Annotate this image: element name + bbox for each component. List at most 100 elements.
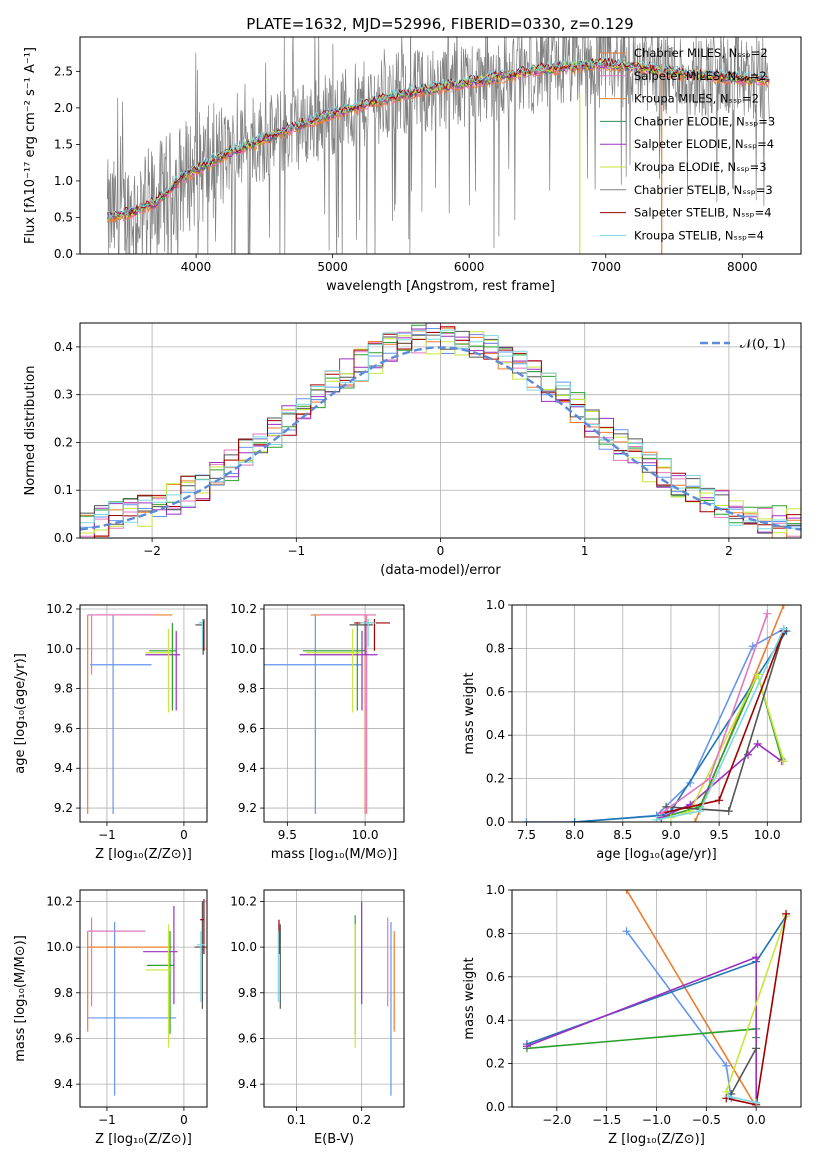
x-tick-label: 2 xyxy=(725,544,733,558)
y-tick-label: 9.4 xyxy=(238,761,257,775)
data-point-1 xyxy=(87,921,177,1096)
weight-marker xyxy=(622,927,631,936)
data-point-3 xyxy=(87,917,146,1007)
weight-marker xyxy=(724,1092,733,1101)
mass-weight-vs-age-panel: 7.5 8.0 8.5 9.0 9.5 10.0 0.0 0.2 0.4 0.6 0.8 1.0 age… xyxy=(462,598,802,862)
weight-line-1 xyxy=(526,628,785,822)
weight-marker xyxy=(752,953,761,962)
y-tick-label: 10.0 xyxy=(230,642,257,656)
weight-marker xyxy=(779,757,788,766)
x-tick-label: 7.5 xyxy=(517,828,536,842)
y-tick-label: 0.8 xyxy=(486,641,505,655)
axes-frame xyxy=(79,36,802,255)
mass-vs-ebv-panel: 0.1 0.2 9.4 9.6 9.8 10.0 10.2 E(B-V) xyxy=(230,889,405,1147)
x-tick-label: 0.2 xyxy=(352,1113,371,1127)
y-tick-label: 0.2 xyxy=(486,772,505,786)
x-tick-label: −1 xyxy=(98,828,116,842)
y-tick-label: 0.3 xyxy=(54,388,73,402)
x-tick-label: −1 xyxy=(98,1113,116,1127)
y-tick-label: 9.6 xyxy=(238,1031,257,1045)
y-tick-label: 0.6 xyxy=(486,685,505,699)
y-tick-label: 10.2 xyxy=(230,894,257,908)
weight-marker xyxy=(779,624,788,633)
y-axis-label: mass weight xyxy=(462,672,477,754)
data-point-9 xyxy=(198,618,203,647)
x-tick-label: 0.1 xyxy=(287,1113,306,1127)
legend-label: Chabrier ELODIE, Nₛₛₚ=3 xyxy=(634,114,775,128)
error-bars xyxy=(87,614,205,815)
y-tick-label: 9.4 xyxy=(238,1077,257,1091)
data-point-9 xyxy=(196,931,205,1002)
weight-marker xyxy=(722,1094,731,1103)
x-tick-label: −1 xyxy=(287,544,305,558)
x-tick-label: 4000 xyxy=(181,260,212,274)
data-point-6 xyxy=(145,628,173,713)
x-tick-label: 8.5 xyxy=(613,828,632,842)
weight-marker xyxy=(522,1042,531,1051)
y-tick-label: 9.6 xyxy=(238,721,257,735)
y-tick-label: 0.0 xyxy=(486,815,505,829)
y-tick-label: 0.0 xyxy=(54,531,73,545)
data-point-4 xyxy=(302,622,366,711)
y-axis-label: mass weight xyxy=(462,957,477,1039)
y-tick-label: 0.0 xyxy=(54,247,73,261)
spectrum-panel: 4000 5000 6000 7000 8000 0.0 0.5 1.0 1.5 2.0 2.5 wa… xyxy=(23,36,802,294)
y-tick-label: 0.5 xyxy=(54,210,73,224)
weight-line-2 xyxy=(625,890,757,1107)
x-axis-label: Z [log₁₀(Z/Z⊙)] xyxy=(95,1132,192,1147)
figure-title: PLATE=1632, MJD=52996, FIBERID=0330, z=0… xyxy=(246,15,633,33)
x-axis-label: Z [log₁₀(Z/Z⊙)] xyxy=(95,847,192,862)
error-bars xyxy=(277,901,395,1096)
y-tick-label: 1.0 xyxy=(486,598,505,612)
legend-label: Salpeter STELIB, Nₛₛₚ=4 xyxy=(634,206,772,220)
data-point-9 xyxy=(360,618,376,647)
y-tick-label: 9.4 xyxy=(54,761,73,775)
x-tick-label: 0 xyxy=(180,828,188,842)
y-tick-label: 9.2 xyxy=(54,801,73,815)
x-tick-label: 0 xyxy=(180,1113,188,1127)
data-point-6 xyxy=(145,924,173,1048)
axes-frame xyxy=(511,604,802,823)
weight-marker xyxy=(752,1044,761,1053)
weight-marker xyxy=(570,818,579,822)
data-point-4 xyxy=(149,622,177,711)
y-tick-label: 9.6 xyxy=(54,721,73,735)
weight-lines xyxy=(522,890,791,1107)
data-point-4 xyxy=(146,931,174,1034)
y-tick-label: 0.1 xyxy=(54,483,73,497)
legend-label: Chabrier MILES, Nₛₛₚ=2 xyxy=(634,46,768,60)
error-bars xyxy=(87,899,207,1096)
y-tick-label: 1.0 xyxy=(486,883,505,897)
weight-marker xyxy=(763,609,772,618)
y-tick-label: 10.2 xyxy=(230,602,257,616)
weight-line-5 xyxy=(660,742,783,819)
y-tick-label: 0.2 xyxy=(54,435,73,449)
spectrum-lines xyxy=(106,37,770,254)
data-point-2 xyxy=(87,614,173,815)
data-point-3 xyxy=(87,614,154,675)
x-tick-label: 5000 xyxy=(317,260,348,274)
y-tick-label: 9.8 xyxy=(238,986,257,1000)
model-spectrum-9 xyxy=(107,56,770,218)
x-tick-label: 9.0 xyxy=(661,828,680,842)
data-point-1 xyxy=(90,614,152,815)
weight-marker xyxy=(705,774,714,783)
legend-label: Kroupa MILES, Nₛₛₚ=2 xyxy=(634,92,759,106)
axes-frame xyxy=(79,889,208,1108)
legend-label: Salpeter MILES, Nₛₛₚ=2 xyxy=(634,69,767,83)
weight-line-9 xyxy=(728,1095,757,1104)
y-tick-label: 2.0 xyxy=(54,101,73,115)
y-tick-label: 9.8 xyxy=(54,682,73,696)
x-tick-label: 10.0 xyxy=(352,828,379,842)
histogram-series-7 xyxy=(80,330,801,534)
x-tick-label: 1 xyxy=(581,544,589,558)
y-tick-label: 10.2 xyxy=(46,602,73,616)
axes-frame xyxy=(263,889,405,1108)
y-tick-label: 0.2 xyxy=(486,1057,505,1071)
y-tick-label: 10.0 xyxy=(230,940,257,954)
y-tick-label: 10.2 xyxy=(46,894,73,908)
axes-frame xyxy=(79,322,802,539)
x-axis-label: E(B-V) xyxy=(314,1132,354,1147)
x-tick-label: −1.0 xyxy=(642,1113,671,1127)
data-point-3 xyxy=(320,614,375,815)
